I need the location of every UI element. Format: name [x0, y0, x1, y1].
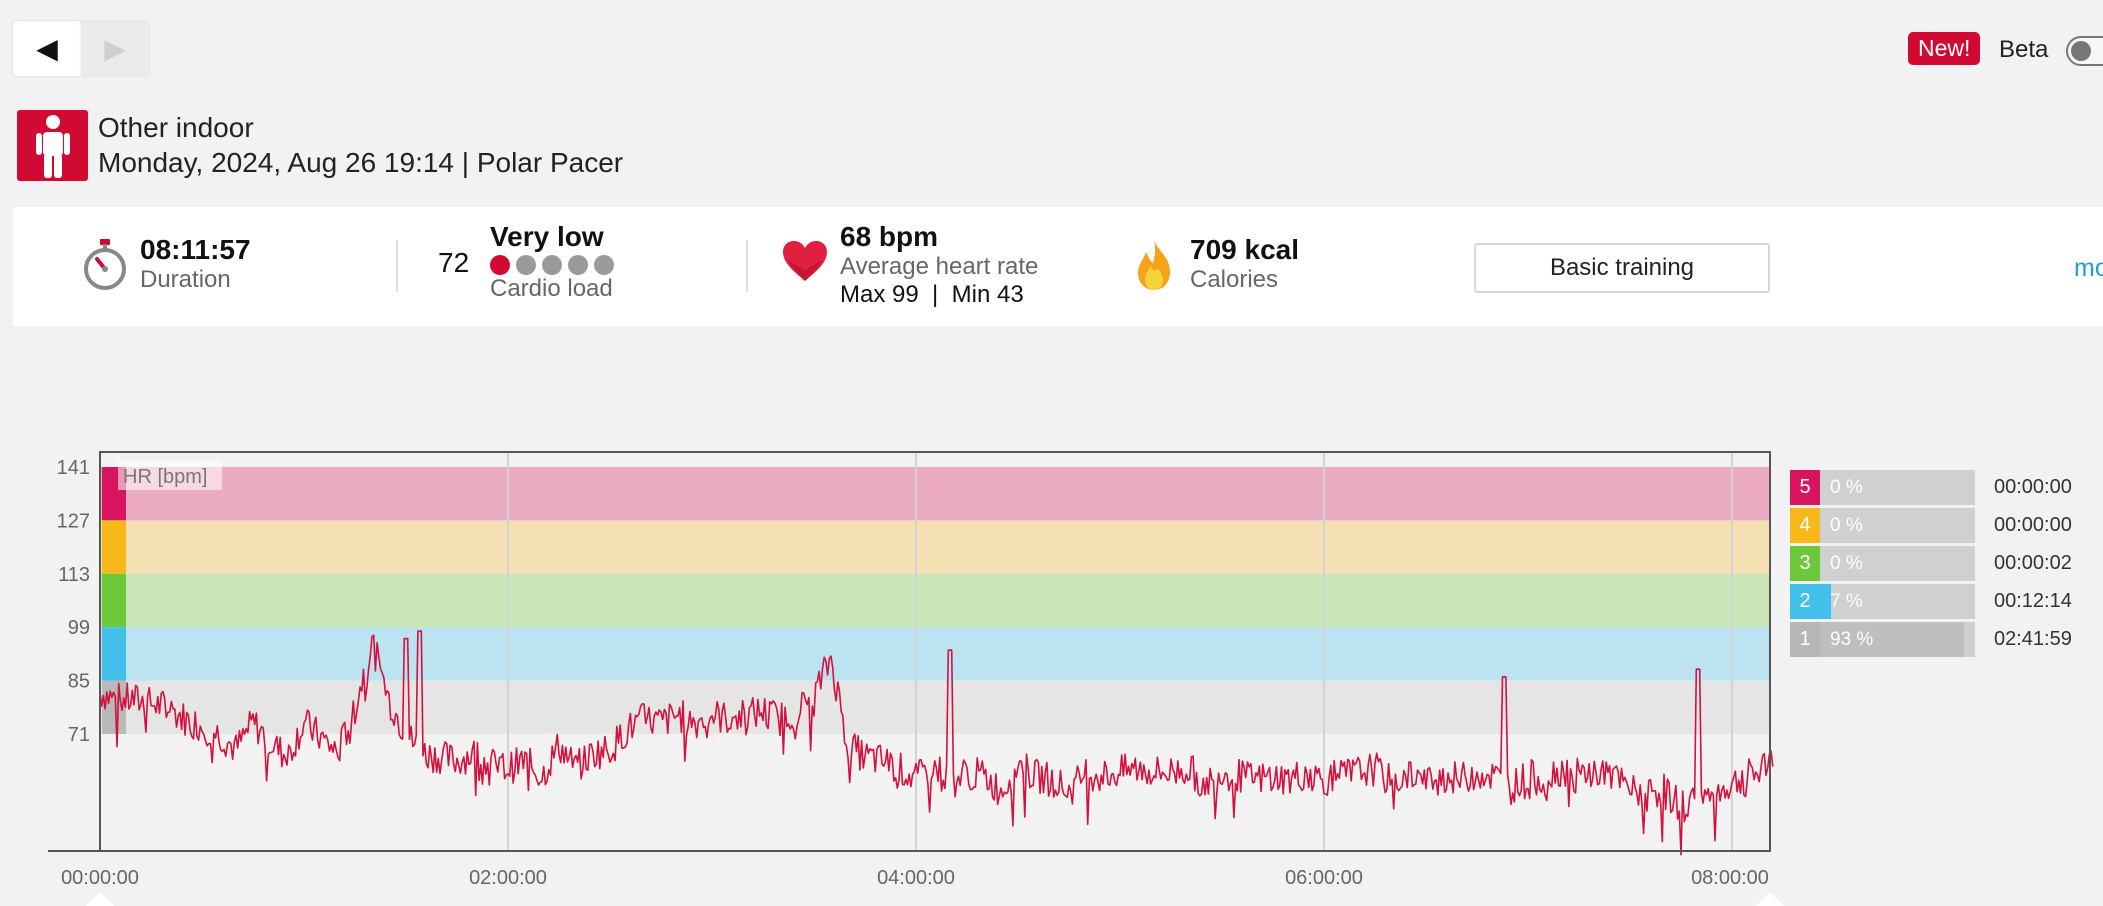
beta-toggle[interactable]	[2066, 36, 2103, 66]
arrow-left-icon: ◀	[36, 33, 58, 64]
zone-percent: 0 %	[1830, 477, 1863, 498]
zone-percent: 93 %	[1830, 629, 1874, 650]
session-date-device: Monday, 2024, Aug 26 19:14 | Polar Pacer	[98, 147, 624, 178]
zone-row-5: 5 0 %	[1790, 470, 1975, 505]
divider	[396, 240, 398, 292]
x-tick-label: 00:00:00	[61, 867, 139, 889]
zone-row-3: 3 0 %	[1790, 546, 1975, 581]
session-navigation: ◀ ▶	[13, 21, 149, 76]
divider	[746, 240, 748, 292]
max-heart-rate: Max 99	[840, 281, 919, 308]
duration-value: 08:11:57	[140, 234, 251, 265]
zone-time: 00:00:00	[1994, 514, 2072, 536]
zone-percent: 0 %	[1830, 515, 1863, 536]
x-tick-label: 04:00:00	[877, 867, 955, 889]
zone-percent: 0 %	[1830, 553, 1863, 574]
separator: |	[925, 281, 945, 308]
y-tick-label: 113	[58, 564, 90, 586]
x-tick-label: 02:00:00	[469, 867, 547, 889]
hr-zone-band-5	[100, 467, 1770, 521]
calories-value: 709 kcal	[1190, 234, 1299, 265]
cardio-load-dot	[490, 255, 510, 275]
y-tick-label: 71	[68, 724, 90, 746]
avg-heart-rate-value: 68 bpm	[840, 221, 939, 252]
zone-row-4: 4 0 %	[1790, 508, 1975, 543]
next-session-button[interactable]: ▶	[81, 21, 149, 76]
summary-bar	[13, 207, 2103, 326]
calories-stat: 709 kcal Calories	[1190, 234, 1299, 294]
series-label-background	[118, 460, 222, 490]
hr-zone-band-1	[100, 680, 1770, 734]
cardio-load-dots	[490, 255, 614, 275]
zone-number: 5	[1790, 470, 1820, 505]
hr-zone-band-4	[100, 520, 1770, 574]
zone-row-2: 2 7 %	[1790, 584, 1975, 619]
cardio-load-level: Very low	[490, 221, 604, 252]
y-tick-label: 99	[68, 617, 90, 639]
new-badge: New!	[1908, 32, 1981, 65]
x-tick-label: 08:00:00	[1691, 867, 1769, 889]
cardio-load-stat: Very low Cardio load	[490, 221, 614, 303]
arrow-right-icon: ▶	[104, 33, 126, 64]
duration-label: Duration	[140, 266, 231, 293]
x-tick-label: 06:00:00	[1285, 867, 1363, 889]
avg-heart-rate-label: Average heart rate	[840, 253, 1039, 280]
zone-number: 4	[1790, 508, 1820, 543]
zone-row-1: 1 93 %	[1790, 622, 1975, 657]
toggle-knob	[2071, 41, 2091, 61]
zone-time: 00:00:00	[1994, 476, 2072, 498]
cardio-load-value-wrap: 72	[438, 247, 469, 279]
min-heart-rate: Min 43	[951, 281, 1024, 308]
more-link[interactable]: mo	[2074, 254, 2103, 282]
zone-time: 00:12:14	[1994, 590, 2072, 612]
calories-label: Calories	[1190, 266, 1279, 293]
hr-zone-band-3	[100, 573, 1770, 628]
hr-line	[99, 630, 1774, 856]
hr-zone-band-2	[100, 627, 1770, 681]
cardio-load-dot	[516, 255, 536, 275]
zone-number: 1	[1790, 622, 1820, 657]
hr-zone-strip-3	[102, 573, 126, 628]
heart-rate-chart[interactable]: HR [bpm] 141 127 113 99 85 71 00:00:00 02:00:00 0…	[0, 440, 1790, 906]
zone-fill-bar	[1820, 584, 1831, 619]
heart-icon	[782, 240, 828, 287]
previous-session-button[interactable]: ◀	[13, 21, 81, 76]
beta-label: Beta	[1999, 36, 2049, 63]
cardio-load-dot	[594, 255, 614, 275]
cardio-load-dot	[542, 255, 562, 275]
y-tick-label: 85	[68, 671, 90, 693]
stopwatch-icon	[82, 239, 128, 296]
zone-number: 3	[1790, 546, 1820, 581]
cardio-load-value: 72	[438, 247, 470, 278]
range-handle-right	[1756, 892, 1784, 906]
zone-fill-bar	[1820, 622, 1965, 657]
cardio-load-label: Cardio load	[490, 275, 613, 302]
zone-time: 00:00:02	[1994, 552, 2072, 574]
zone-number: 2	[1790, 584, 1820, 619]
training-benefit-button[interactable]: Basic training	[1474, 243, 1770, 293]
zone-time: 02:41:59	[1994, 628, 2072, 650]
heart-rate-stat: 68 bpm Average heart rate Max 99 | Min 4…	[840, 221, 1038, 309]
y-tick-label: 127	[57, 510, 90, 532]
hr-zone-strip-4	[102, 520, 126, 574]
hr-zone-strip-2	[102, 627, 126, 681]
cardio-load-dot	[568, 255, 588, 275]
duration-stat: 08:11:57 Duration	[140, 234, 251, 294]
y-tick-label: 141	[57, 457, 90, 479]
series-label: HR [bpm]	[123, 466, 207, 488]
heart-rate-max-min: Max 99 | Min 43	[840, 281, 1038, 309]
zone-percent: 7 %	[1830, 591, 1863, 612]
sport-name: Other indoor	[98, 112, 254, 143]
flame-icon	[1136, 239, 1172, 296]
range-handle-left	[86, 892, 114, 906]
person-standing-icon	[17, 110, 88, 181]
